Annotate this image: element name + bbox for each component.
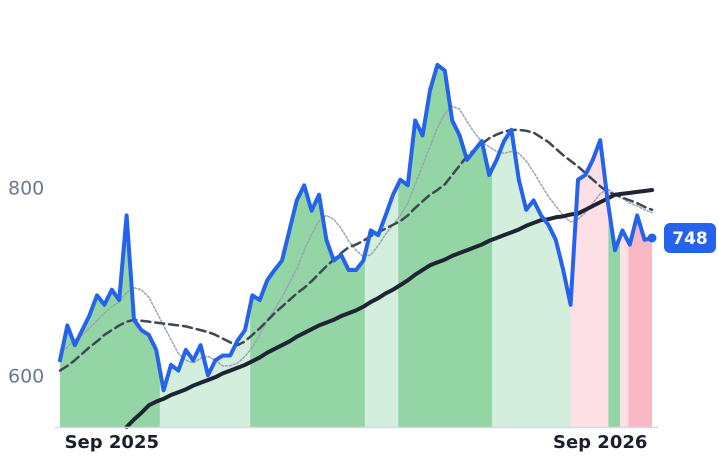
y-tick-label: 800 — [8, 178, 44, 200]
series-line — [58, 62, 654, 393]
zone — [628, 64, 652, 427]
zone — [492, 64, 571, 427]
labels: 600 800 Sep 2025 Sep 2026 748 — [8, 178, 716, 453]
zone — [60, 64, 160, 427]
lines — [58, 62, 654, 429]
zone — [364, 64, 399, 427]
value-badge-label: 748 — [672, 229, 708, 249]
series-line — [59, 105, 653, 367]
y-tick-label: 600 — [8, 366, 44, 388]
zone — [620, 64, 629, 427]
zone — [250, 64, 365, 427]
value-badge — [664, 222, 716, 253]
series-line — [58, 128, 654, 372]
last-point — [647, 233, 657, 243]
zone — [398, 64, 493, 427]
series-line — [124, 188, 654, 429]
x-tick-label: Sep 2025 — [65, 432, 159, 453]
x-tick-label: Sep 2026 — [553, 432, 647, 453]
zones — [60, 64, 652, 427]
